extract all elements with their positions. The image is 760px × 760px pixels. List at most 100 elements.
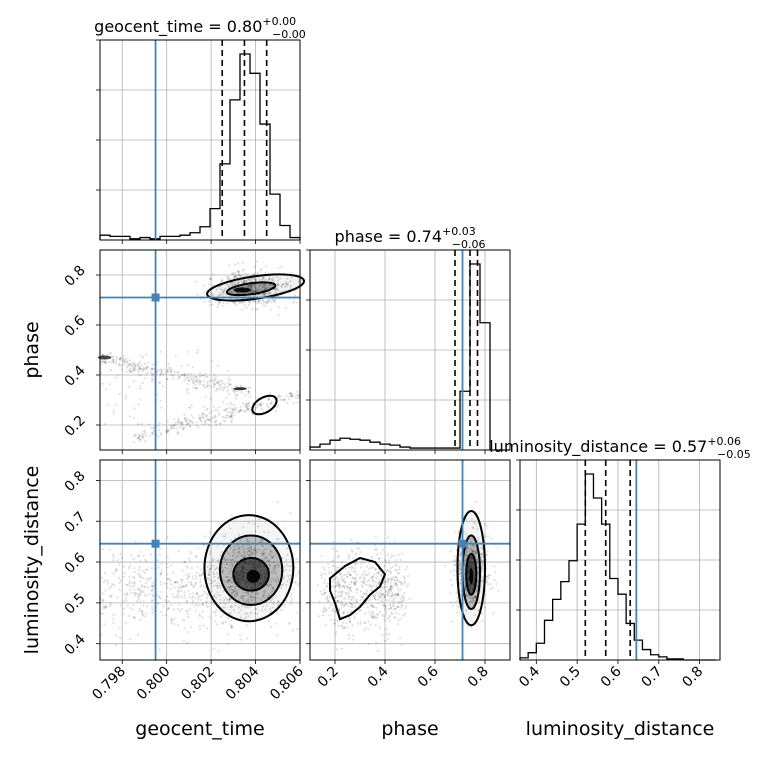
sample-point	[224, 597, 227, 600]
sample-point	[245, 551, 249, 554]
sample-point	[253, 277, 256, 281]
sample-point	[203, 535, 206, 538]
sample-point	[132, 416, 135, 419]
sample-point	[294, 574, 297, 577]
sample-point	[276, 555, 279, 558]
sample-point	[391, 591, 394, 595]
sample-point	[324, 624, 327, 627]
sample-point	[359, 608, 362, 612]
sample-point	[150, 599, 154, 602]
sample-point	[186, 600, 189, 603]
sample-point	[231, 407, 234, 410]
sample-point	[289, 602, 292, 605]
sample-point	[245, 538, 249, 541]
sample-point	[484, 606, 487, 609]
sample-point	[134, 540, 137, 543]
sample-point	[138, 363, 141, 366]
sample-point	[246, 274, 249, 277]
sample-point	[112, 359, 115, 363]
sample-point	[183, 596, 186, 599]
sample-point	[256, 406, 259, 409]
sample-point	[229, 411, 232, 414]
sample-point	[342, 611, 345, 615]
sample-point	[247, 599, 250, 602]
sample-point	[158, 421, 161, 425]
sample-point	[207, 300, 210, 303]
sample-point	[245, 307, 248, 310]
panel-scatter-phase-vs-geocent-time: 0.20.40.60.8	[62, 249, 305, 454]
sample-point	[289, 395, 293, 398]
sample-point	[352, 596, 355, 599]
sample-point	[453, 574, 456, 577]
sample-point	[242, 273, 245, 276]
sample-point	[276, 289, 279, 292]
sample-point	[221, 606, 224, 609]
sample-point	[140, 422, 143, 426]
sample-point	[231, 283, 234, 286]
sample-point	[234, 283, 237, 286]
sample-point	[395, 579, 398, 582]
sample-point	[171, 377, 175, 380]
sample-point	[231, 550, 234, 554]
sample-point	[367, 642, 370, 646]
sample-point	[353, 567, 356, 570]
sample-point	[277, 565, 280, 568]
sample-point	[368, 610, 371, 613]
sample-point	[393, 584, 396, 587]
sample-point	[186, 387, 189, 390]
sample-point	[400, 643, 403, 647]
sample-point	[133, 367, 136, 371]
sample-point	[231, 585, 234, 588]
sample-point	[219, 554, 222, 557]
sample-point	[179, 421, 182, 424]
sample-point	[228, 612, 231, 615]
sample-point	[186, 372, 190, 375]
sample-point	[484, 522, 487, 525]
sample-point	[253, 408, 256, 411]
sample-point	[247, 408, 251, 411]
sample-point	[244, 281, 247, 284]
sample-point	[210, 359, 213, 362]
sample-point	[230, 619, 233, 622]
sample-point	[157, 435, 160, 438]
sample-point	[133, 369, 136, 372]
sample-point	[209, 561, 212, 564]
sample-point	[114, 403, 117, 406]
sample-point	[229, 401, 232, 404]
sample-point	[229, 585, 232, 588]
sample-point	[282, 283, 285, 286]
sample-point	[144, 376, 147, 379]
sample-point	[209, 419, 212, 422]
sample-point	[211, 284, 214, 287]
sample-point	[229, 611, 232, 615]
sample-point	[133, 584, 136, 587]
sample-point	[242, 551, 245, 554]
sample-point	[137, 594, 140, 597]
sample-point	[285, 285, 288, 288]
sample-point	[362, 561, 365, 564]
sample-point	[282, 577, 285, 581]
sample-point	[222, 291, 225, 294]
sample-point	[187, 572, 190, 576]
sample-point	[122, 613, 125, 616]
sample-point	[102, 599, 105, 602]
sample-point	[487, 583, 490, 586]
sample-point	[229, 597, 232, 600]
sample-point	[133, 588, 136, 591]
sample-point	[347, 553, 350, 557]
sample-point	[347, 570, 350, 574]
sample-point	[374, 615, 377, 618]
sample-point	[159, 373, 162, 376]
sample-point	[140, 585, 143, 589]
sample-point	[228, 570, 231, 573]
sample-point	[247, 284, 250, 287]
sample-point	[232, 389, 236, 393]
sample-point	[328, 614, 331, 617]
sample-point	[233, 280, 236, 283]
sample-point	[249, 553, 252, 557]
sample-point	[160, 350, 163, 353]
sample-point	[122, 357, 125, 361]
sample-point	[145, 568, 148, 571]
sample-point	[393, 617, 396, 620]
sample-point	[228, 285, 231, 288]
